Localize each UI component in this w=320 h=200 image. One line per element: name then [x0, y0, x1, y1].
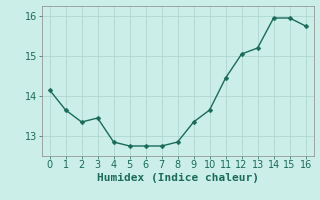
X-axis label: Humidex (Indice chaleur): Humidex (Indice chaleur) — [97, 173, 259, 183]
